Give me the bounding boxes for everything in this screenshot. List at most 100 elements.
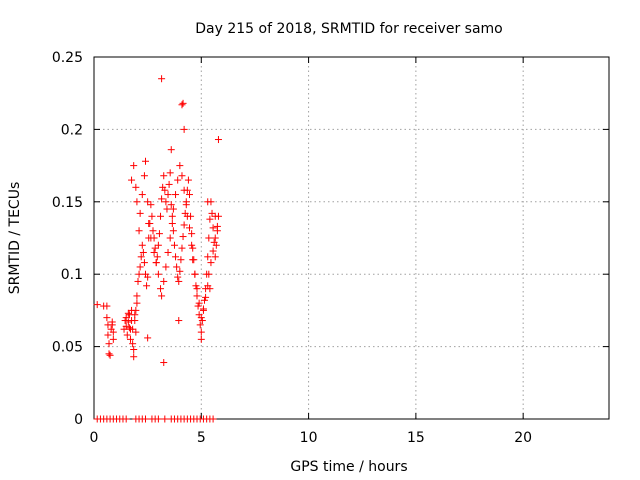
data-point <box>158 292 166 300</box>
data-point <box>178 101 186 109</box>
data-point <box>147 201 155 209</box>
data-point <box>197 328 205 336</box>
data-point <box>131 311 139 319</box>
data-point <box>199 305 207 313</box>
data-point <box>209 415 217 423</box>
data-point <box>123 331 131 339</box>
data-point <box>134 277 142 285</box>
data-point <box>147 234 155 242</box>
data-point <box>138 241 146 249</box>
data-point <box>179 99 187 107</box>
data-point <box>166 234 174 242</box>
data-point <box>158 75 166 83</box>
data-point <box>132 183 140 191</box>
data-point <box>185 224 193 232</box>
data-point <box>211 253 219 261</box>
data-point <box>177 256 185 264</box>
data-point <box>130 353 138 361</box>
y-tick-label: 0.15 <box>52 195 83 211</box>
data-point <box>172 253 180 261</box>
x-tick-label: 20 <box>514 430 532 446</box>
data-point <box>103 302 111 310</box>
data-point <box>180 221 188 229</box>
data-point <box>211 212 219 220</box>
data-point <box>122 322 130 330</box>
data-point <box>160 172 168 180</box>
data-point <box>206 285 214 293</box>
data-point <box>211 234 219 242</box>
data-point <box>144 198 152 206</box>
data-point <box>197 314 205 322</box>
data-point <box>175 277 183 285</box>
data-point <box>135 270 143 278</box>
data-point <box>174 176 182 184</box>
data-point <box>180 186 188 194</box>
data-point <box>167 201 175 209</box>
data-point <box>130 162 138 170</box>
data-point <box>180 125 188 133</box>
data-point <box>198 317 206 325</box>
data-point <box>122 314 130 322</box>
y-tick-label: 0 <box>74 412 83 428</box>
data-point <box>157 212 165 220</box>
data-point <box>173 263 181 271</box>
data-point <box>143 282 151 290</box>
data-point <box>164 191 172 199</box>
data-point <box>182 201 190 209</box>
data-point <box>106 351 114 359</box>
data-point <box>164 248 172 256</box>
data-point <box>184 176 192 184</box>
data-point <box>178 172 186 180</box>
data-point <box>132 328 140 336</box>
y-tick-label: 0.2 <box>61 122 83 138</box>
data-point <box>206 215 214 223</box>
data-point <box>205 234 213 242</box>
data-point <box>129 325 137 333</box>
data-point <box>153 253 161 261</box>
data-point <box>133 299 141 307</box>
data-point <box>162 263 170 271</box>
x-tick-label: 5 <box>197 430 206 446</box>
data-point <box>214 136 222 144</box>
data-point <box>129 340 137 348</box>
data-point <box>205 270 213 278</box>
data-point <box>154 241 162 249</box>
data-point <box>105 340 113 348</box>
data-point <box>204 253 212 261</box>
data-point <box>188 230 196 238</box>
data-point <box>176 267 184 275</box>
data-point <box>126 335 134 343</box>
data-point <box>160 359 168 367</box>
data-point <box>195 299 203 307</box>
data-point <box>213 222 221 230</box>
data-point <box>189 244 197 252</box>
y-axis-label: SRMTID / TECUs <box>7 182 23 295</box>
data-point <box>161 186 169 194</box>
x-tick-label: 0 <box>90 430 99 446</box>
data-point <box>169 227 177 235</box>
data-point <box>150 248 158 256</box>
data-point <box>109 328 117 336</box>
grid-lines <box>94 57 609 419</box>
data-point <box>154 270 162 278</box>
data-point <box>163 205 171 213</box>
data-point <box>103 314 111 322</box>
data-point <box>128 176 136 184</box>
data-point <box>168 212 176 220</box>
data-point <box>93 301 101 309</box>
data-point <box>125 324 133 332</box>
data-point <box>104 331 112 339</box>
data-point <box>193 292 201 300</box>
data-point <box>144 334 152 342</box>
data-point <box>149 227 157 235</box>
data-point <box>189 256 197 264</box>
data-point <box>178 244 186 252</box>
data-point <box>132 306 140 314</box>
data-point <box>137 253 145 261</box>
data-point <box>202 293 210 301</box>
data-point <box>121 317 129 325</box>
data-point <box>183 212 191 220</box>
data-point <box>204 198 212 206</box>
data-point <box>188 241 196 249</box>
